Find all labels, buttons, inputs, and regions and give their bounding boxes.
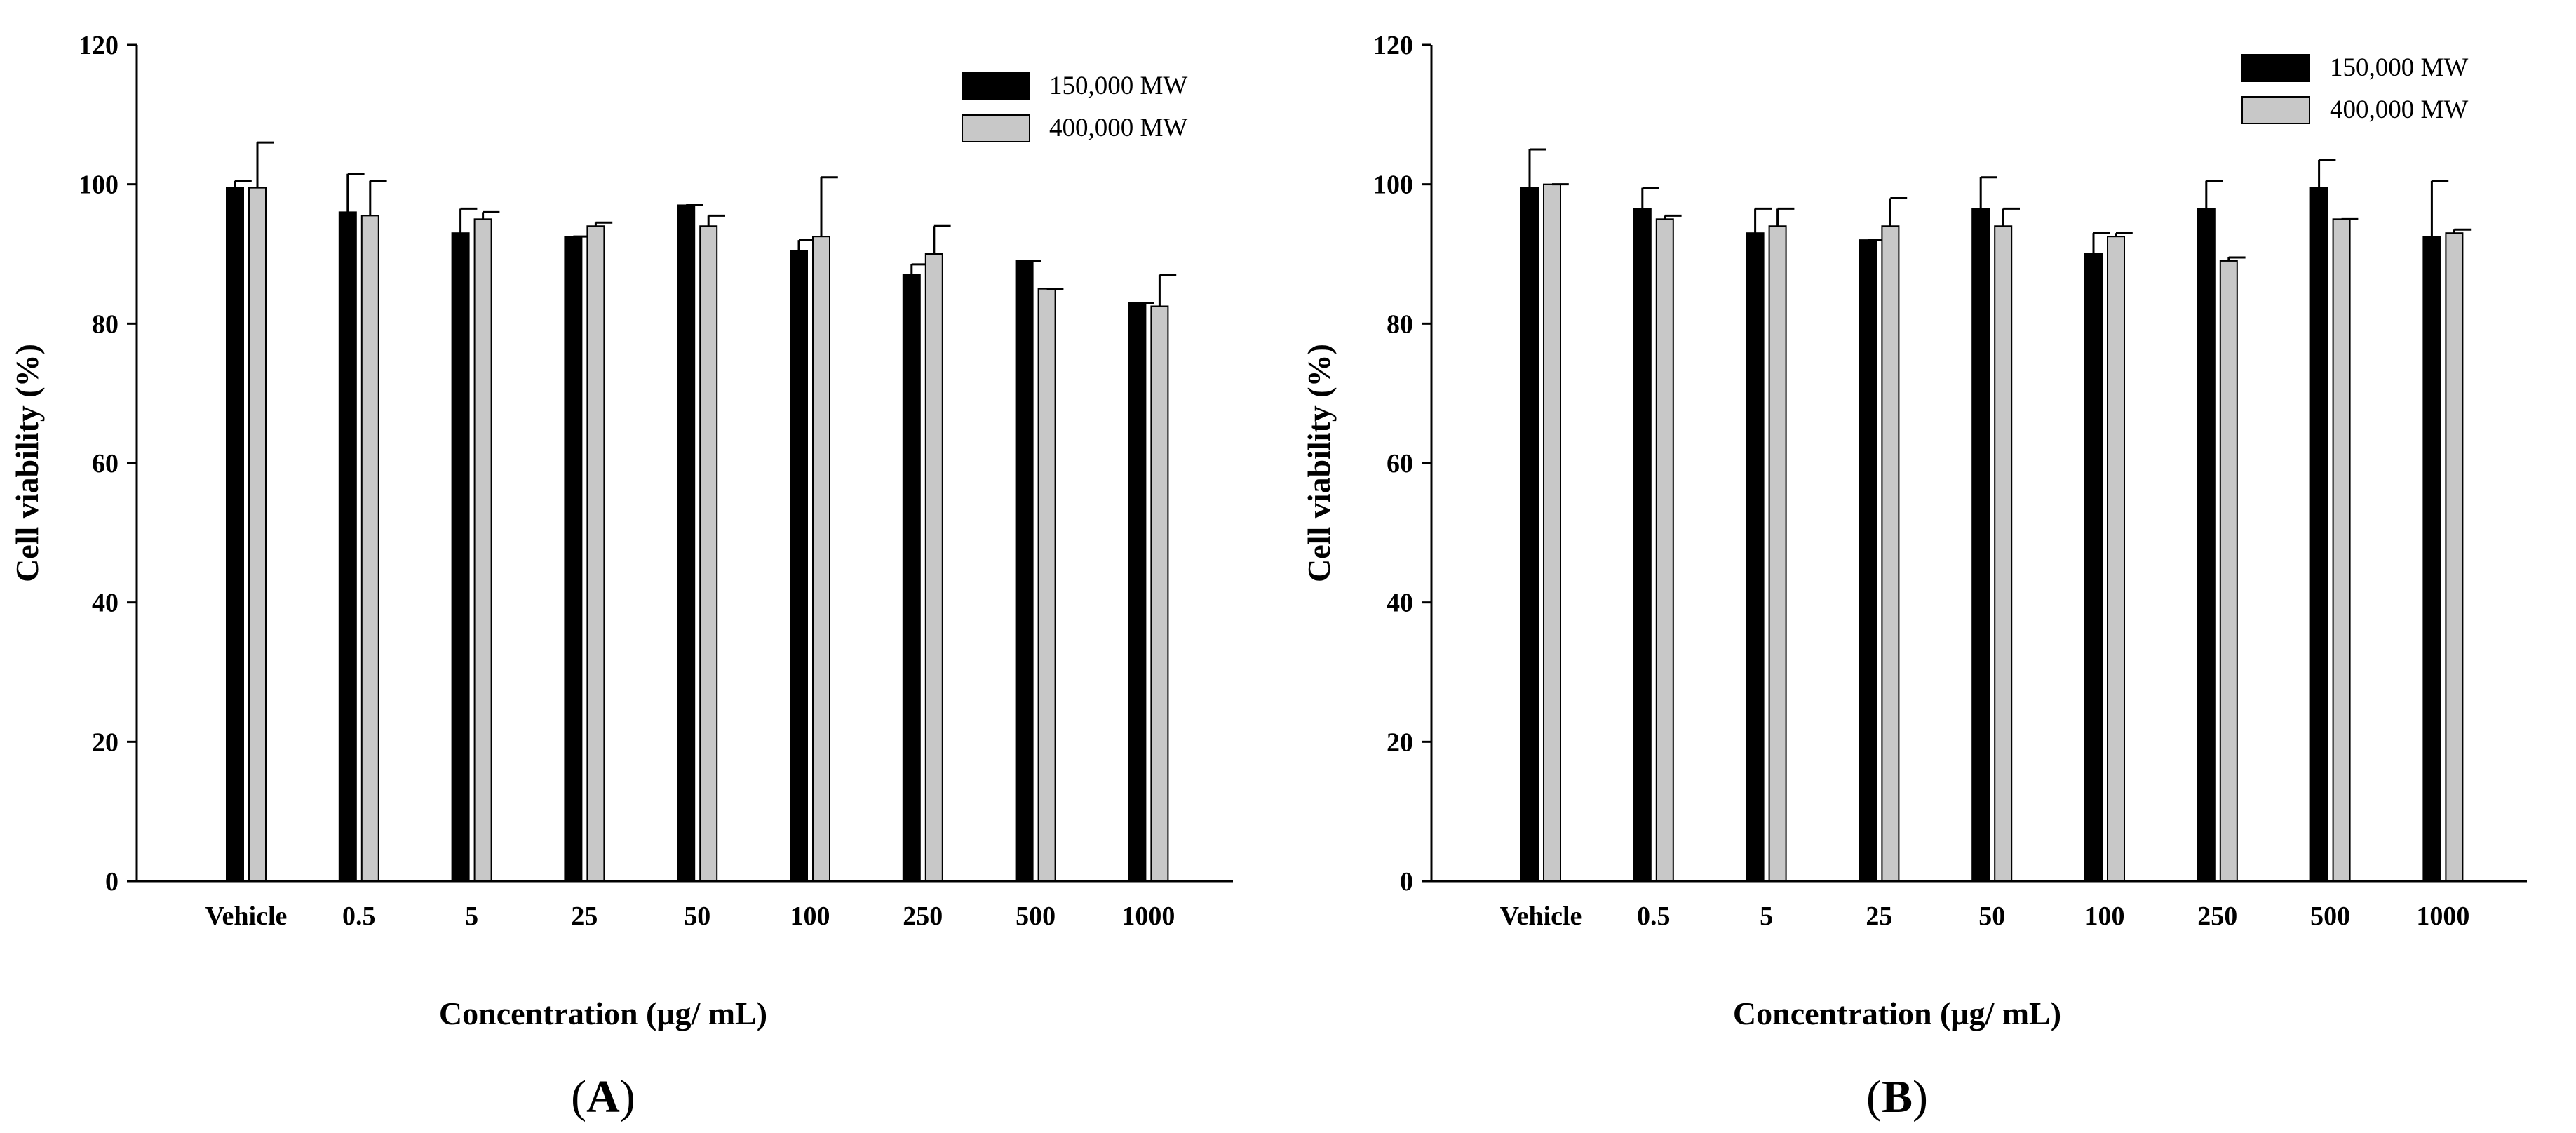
- bar-400k: [1543, 183, 1561, 882]
- y-tick-label: 60: [1387, 449, 1413, 478]
- bar-150k: [451, 232, 470, 882]
- y-tick-label: 40: [1387, 589, 1413, 618]
- bar-150k: [564, 236, 583, 882]
- y-tick-label: 0: [105, 867, 119, 897]
- x-tick-label: 250: [2197, 901, 2237, 931]
- x-tick-label: 1000: [1121, 901, 1175, 931]
- y-tick-label: 20: [1387, 728, 1413, 757]
- bar-400k: [586, 225, 605, 882]
- bar-400k: [473, 218, 492, 883]
- x-tick-label: 250: [903, 901, 943, 931]
- bar-400k: [360, 215, 379, 883]
- bar-150k: [1128, 302, 1147, 882]
- bar-150k: [1015, 260, 1034, 882]
- x-tick-label: Vehicle: [205, 901, 288, 931]
- legend-swatch-150k: [2241, 54, 2310, 82]
- y-tick-label: 100: [1373, 170, 1413, 200]
- bar-400k: [924, 253, 943, 882]
- bar-400k: [2332, 218, 2351, 883]
- bar-400k: [2107, 236, 2125, 882]
- bar-150k: [2084, 253, 2103, 882]
- x-tick-label: 100: [790, 901, 830, 931]
- bar-150k: [338, 211, 357, 882]
- x-tick-label: 5: [465, 901, 478, 931]
- bar-400k: [1655, 218, 1674, 883]
- panel-label: (B): [1866, 1071, 1928, 1122]
- y-tick-label: 80: [92, 309, 119, 339]
- x-tick-label: 50: [1978, 901, 2005, 931]
- y-tick-label: 120: [79, 31, 119, 60]
- bar-400k: [2445, 232, 2464, 882]
- legend-label: 400,000 MW: [2330, 95, 2468, 124]
- chart-panel-b: 0 20 40 60 80 100 120 Vehicle 0.5 5 25 50 100 250 500 1…: [1301, 31, 2527, 1122]
- x-tick-label: 25: [1866, 901, 1892, 931]
- y-axis-title: Cell viability (%): [1301, 344, 1337, 582]
- y-tick-label: 120: [1373, 31, 1413, 60]
- bar-400k: [248, 187, 267, 882]
- bar-400k: [1037, 288, 1056, 882]
- bar-150k: [1633, 208, 1652, 882]
- panel-label: (A): [571, 1071, 635, 1122]
- bar-150k: [902, 274, 921, 882]
- legend-label: 150,000 MW: [2330, 53, 2468, 82]
- x-tick-label: 100: [2085, 901, 2125, 931]
- bar-400k: [1881, 225, 1900, 882]
- bar-150k: [790, 250, 808, 882]
- bar-400k: [1150, 305, 1169, 882]
- x-axis-title: Concentration (μg/ mL): [439, 995, 767, 1031]
- bar-150k: [2197, 208, 2216, 882]
- bar-400k: [699, 225, 718, 882]
- y-tick-label: 100: [79, 170, 119, 200]
- bar-400k: [1994, 225, 2013, 882]
- bar-150k: [1746, 232, 1765, 882]
- x-axis-title: Concentration (μg/ mL): [1733, 995, 2061, 1031]
- legend-label: 400,000 MW: [1049, 114, 1187, 142]
- x-tick-label: 1000: [2416, 901, 2469, 931]
- x-tick-label: 5: [1760, 901, 1773, 931]
- bar-150k: [677, 204, 696, 882]
- bar-150k: [2309, 187, 2328, 882]
- y-tick-label: 40: [92, 589, 119, 618]
- bar-400k: [812, 236, 830, 882]
- legend-swatch-150k: [962, 72, 1030, 100]
- x-tick-label: 500: [1016, 901, 1056, 931]
- bar-150k: [1971, 208, 1990, 882]
- x-tick-label: 25: [571, 901, 598, 931]
- x-tick-label: 0.5: [1637, 901, 1671, 931]
- y-tick-label: 0: [1400, 867, 1413, 897]
- chart-panel-a: 0 20 40 60 80 100 120 Vehicle 0.5 5 25 50 100 250 500 1…: [9, 31, 1233, 1122]
- y-tick-label: 20: [92, 728, 119, 757]
- x-tick-label: Vehicle: [1500, 901, 1582, 931]
- y-axis-title: Cell viability (%): [9, 344, 45, 582]
- bar-150k: [1859, 239, 1877, 882]
- bar-150k: [2422, 236, 2441, 882]
- bar-400k: [1768, 225, 1787, 882]
- y-tick-label: 80: [1387, 309, 1413, 339]
- x-tick-label: 0.5: [342, 901, 376, 931]
- legend-swatch-400k: [962, 114, 1030, 142]
- x-tick-label: 50: [684, 901, 710, 931]
- bar-150k: [1520, 187, 1539, 882]
- x-tick-label: 500: [2310, 901, 2350, 931]
- legend-swatch-400k: [2241, 96, 2310, 124]
- bar-150k: [226, 187, 244, 882]
- y-tick-label: 60: [92, 449, 119, 478]
- legend-label: 150,000 MW: [1049, 72, 1187, 100]
- bar-400k: [2219, 260, 2238, 882]
